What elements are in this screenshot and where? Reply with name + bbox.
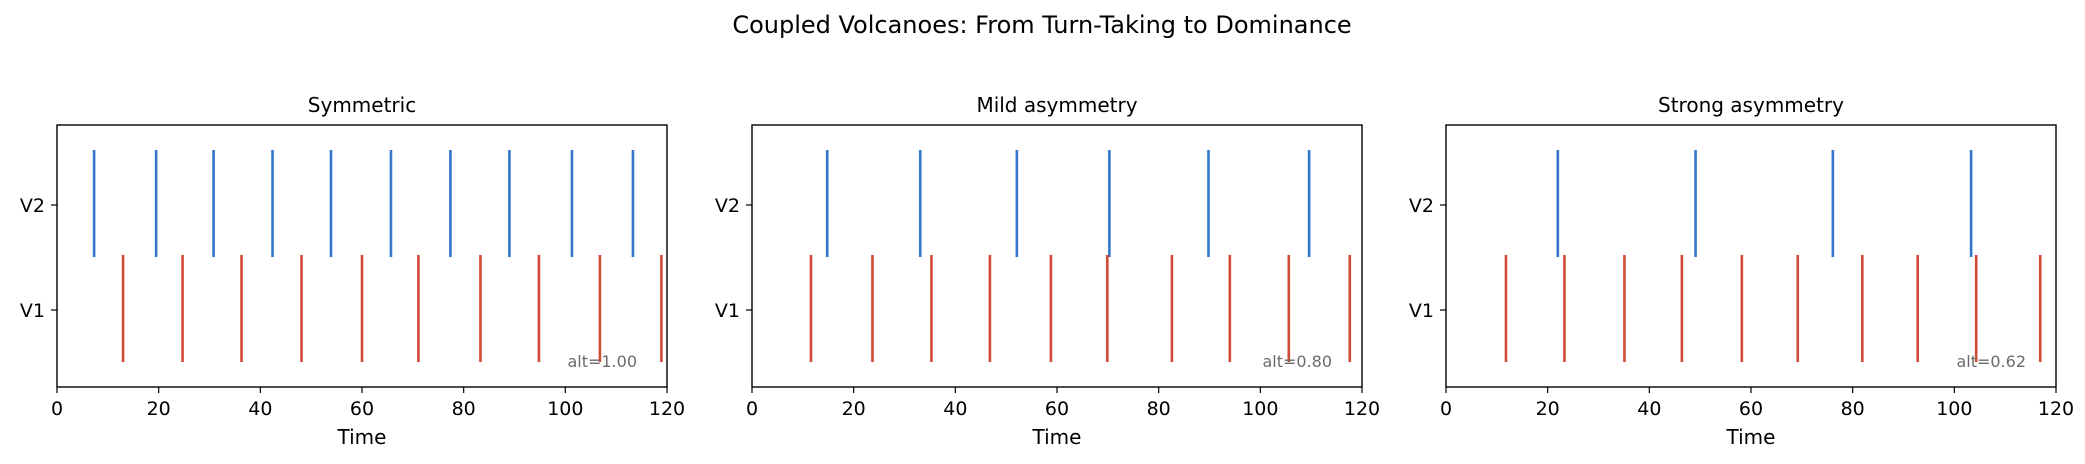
x-tick-label: 120 [649,398,685,420]
x-tick-label: 120 [2038,398,2074,420]
y-tick-label: V2 [20,195,45,217]
y-tick-label: V1 [715,300,740,322]
y-tick-label: V2 [1409,195,1434,217]
alternation-annotation: alt=0.62 [1956,352,2026,371]
x-tick-label: 80 [1841,398,1865,420]
chart-panel-3: Strong asymmetry V1 V2 0 20 40 60 80 100 120 Time a… [1409,93,2074,449]
x-tick-label: 60 [350,398,374,420]
y-tick-label: V1 [20,300,45,322]
chart-panel-2: Mild asymmetry V1 V2 0 20 40 60 80 100 120 Time alt… [715,93,1380,449]
x-tick-label: 40 [943,398,967,420]
x-axis-label: Time [1032,425,1082,449]
x-tick-label: 20 [1536,398,1560,420]
x-tick-label: 40 [1637,398,1661,420]
y-tick-label: V2 [715,195,740,217]
plot-frame [1445,124,2057,388]
x-tick-label: 0 [1440,398,1452,420]
x-tick-label: 80 [452,398,476,420]
y-tick-label: V1 [1409,300,1434,322]
x-tick-label: 80 [1147,398,1171,420]
panel-title: Symmetric [308,93,416,117]
x-tick-label: 40 [248,398,272,420]
x-tick-label: 100 [1242,398,1278,420]
x-tick-label: 60 [1739,398,1763,420]
x-axis-label: Time [1726,425,1776,449]
x-axis-label: Time [337,425,387,449]
x-tick-label: 0 [746,398,758,420]
alternation-annotation: alt=0.80 [1262,352,1332,371]
chart-panel-1: Symmetric V1 V2 0 20 40 60 80 100 120 Time alt=1.00 [20,93,685,449]
panel-title: Mild asymmetry [976,93,1137,117]
x-tick-label: 20 [842,398,866,420]
x-tick-label: 60 [1045,398,1069,420]
alternation-annotation: alt=1.00 [567,352,637,371]
x-tick-label: 120 [1344,398,1380,420]
x-tick-label: 20 [147,398,171,420]
x-tick-label: 100 [547,398,583,420]
plot-frame [751,124,1363,388]
figure-title: Coupled Volcanoes: From Turn-Taking to D… [732,11,1351,39]
x-tick-label: 100 [1936,398,1972,420]
x-tick-label: 0 [51,398,63,420]
panel-title: Strong asymmetry [1658,93,1844,117]
